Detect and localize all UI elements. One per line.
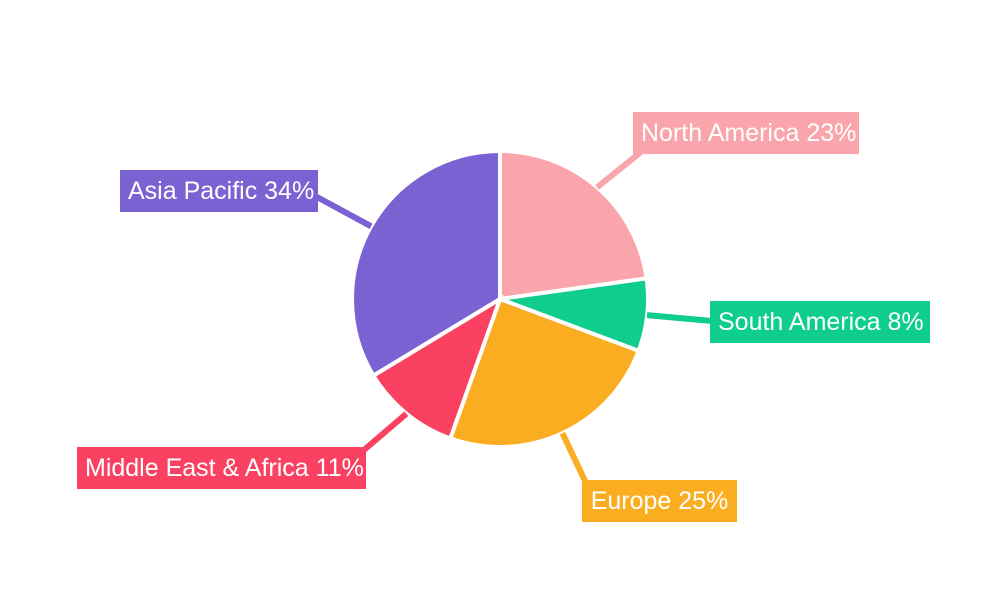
pie-label-north-america: North America 23% bbox=[633, 112, 859, 154]
pie-label-asia-pacific: Asia Pacific 34% bbox=[120, 170, 318, 212]
pie-slice-north-america[interactable] bbox=[498, 148, 649, 302]
pie-label-europe: Europe 25% bbox=[582, 480, 737, 522]
pie-slice-middle-east-africa[interactable] bbox=[370, 294, 504, 441]
pie-label-south-america: South America 8% bbox=[710, 301, 930, 343]
leader-line-south-america bbox=[646, 312, 713, 324]
leader-line-middle-east-africa bbox=[362, 411, 409, 453]
leader-line-asia-pacific bbox=[315, 194, 373, 229]
leader-line-north-america bbox=[595, 149, 643, 190]
pie-label-middle-east-africa: Middle East & Africa 11% bbox=[77, 447, 366, 489]
leader-line-europe bbox=[559, 431, 589, 485]
pie-slice-asia-pacific[interactable] bbox=[350, 148, 502, 379]
pie-slice-europe[interactable] bbox=[447, 296, 642, 449]
